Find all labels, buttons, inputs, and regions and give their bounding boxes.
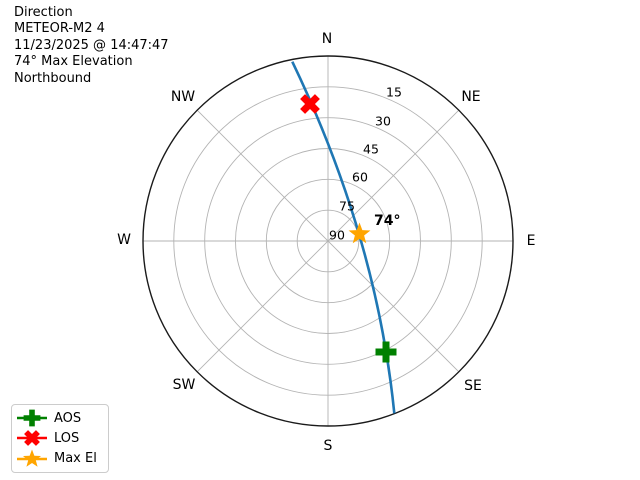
x-icon bbox=[300, 94, 320, 114]
tick-label-45: 45 bbox=[363, 142, 379, 157]
aos-plus-marker bbox=[375, 341, 397, 363]
elevation-tick-labels: 15 30 45 60 75 90 bbox=[329, 85, 402, 243]
x-icon bbox=[24, 430, 40, 447]
elevation-ring-45 bbox=[235, 148, 421, 334]
elevation-rings bbox=[173, 86, 483, 396]
los-x-marker bbox=[300, 94, 320, 114]
legend-label-aos: AOS bbox=[54, 410, 82, 426]
pass-info-satellite: METEOR-M2 4 bbox=[14, 21, 105, 37]
legend-label-los: LOS bbox=[54, 430, 80, 446]
compass-labels: N NE E SE S SW W NW bbox=[117, 31, 535, 454]
compass-label-n: N bbox=[322, 31, 332, 47]
plus-icon bbox=[23, 409, 41, 427]
tick-label-90: 90 bbox=[329, 228, 345, 243]
compass-label-nw: NW bbox=[171, 89, 195, 105]
tick-label-60: 60 bbox=[352, 170, 368, 185]
los-legend-glyph bbox=[17, 430, 47, 447]
pass-info-timestamp: 11/23/2025 @ 14:47:47 bbox=[14, 37, 169, 53]
elevation-ring-15 bbox=[173, 86, 483, 396]
legend-item-max-el: Max El bbox=[16, 449, 104, 469]
legend: AOS LOS Max El bbox=[11, 404, 109, 473]
legend-label-max-el: Max El bbox=[54, 451, 97, 467]
elevation-ring-30 bbox=[204, 117, 452, 365]
max-elevation-annotation: 74° bbox=[374, 213, 400, 229]
compass-label-w: W bbox=[117, 232, 131, 248]
compass-label-se: SE bbox=[464, 378, 482, 394]
pass-info-direction: Northbound bbox=[14, 70, 92, 86]
star-icon bbox=[348, 222, 371, 244]
compass-label-ne: NE bbox=[461, 89, 480, 105]
legend-item-aos: AOS bbox=[16, 408, 104, 428]
pass-info-max-elevation: 74° Max Elevation bbox=[14, 54, 133, 70]
compass-label-e: E bbox=[527, 233, 536, 249]
elevation-ring-75 bbox=[296, 209, 360, 273]
compass-label-s: S bbox=[324, 438, 333, 454]
tick-label-15: 15 bbox=[386, 85, 402, 100]
pass-info-title: Direction bbox=[14, 5, 73, 20]
pass-info-block: Direction METEOR-M2 4 11/23/2025 @ 14:47… bbox=[14, 5, 169, 87]
elevation-ring-60 bbox=[265, 178, 391, 304]
tick-label-30: 30 bbox=[375, 114, 391, 129]
legend-item-los: LOS bbox=[16, 428, 104, 448]
star-icon bbox=[22, 449, 42, 467]
azimuth-gridlines bbox=[143, 56, 513, 426]
tick-label-75: 75 bbox=[339, 199, 355, 214]
max-el-legend-glyph bbox=[17, 449, 47, 467]
max-el-star-marker bbox=[348, 222, 371, 244]
aos-legend-glyph bbox=[17, 409, 47, 427]
horizon-circle bbox=[142, 55, 514, 427]
compass-label-sw: SW bbox=[173, 377, 196, 393]
plus-icon bbox=[375, 341, 397, 363]
